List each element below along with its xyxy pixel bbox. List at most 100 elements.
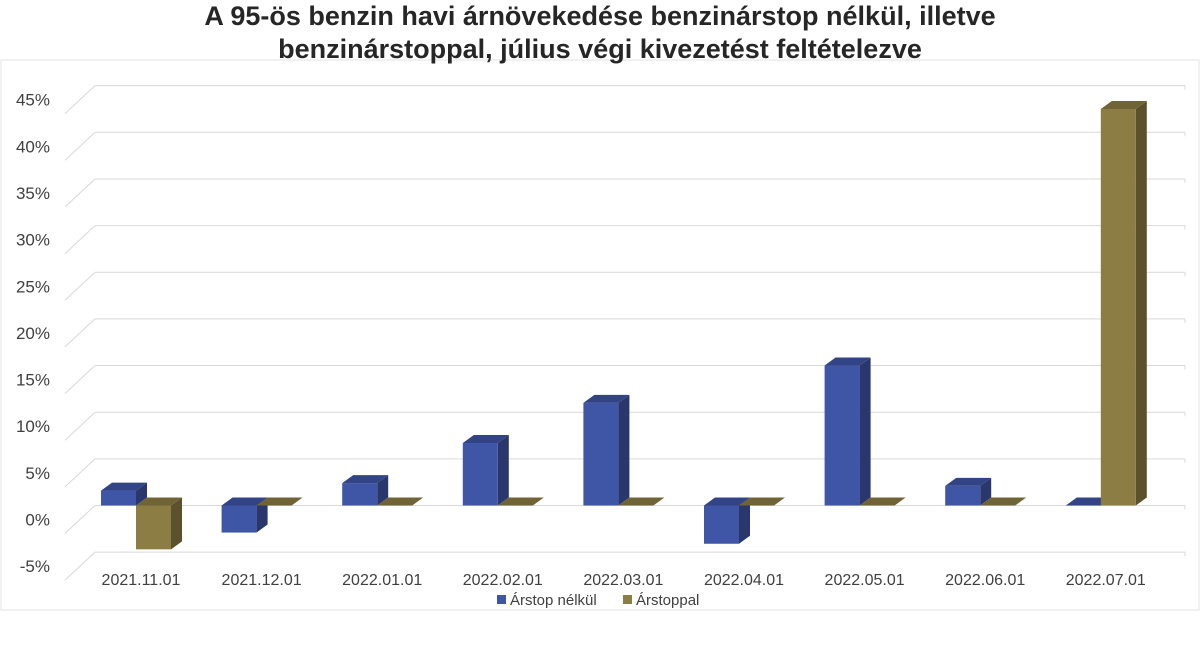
bar	[618, 497, 665, 506]
y-tick-label: -5%	[20, 557, 50, 576]
x-category-label: 2022.06.01	[945, 572, 1025, 589]
y-tick-label: 45%	[16, 91, 50, 110]
bar-front	[1100, 108, 1136, 506]
bar-top	[583, 394, 630, 403]
bar-side	[136, 482, 147, 506]
bar-top	[980, 497, 1027, 506]
gridline-diagonal	[64, 551, 96, 581]
bar	[221, 497, 268, 533]
y-tick-label: 30%	[16, 231, 50, 250]
y-tick-label: 10%	[16, 417, 50, 436]
x-category-label: 2022.03.01	[583, 572, 663, 589]
bar-top	[101, 482, 147, 491]
y-tick-label: 25%	[16, 277, 50, 296]
gridline-diagonal	[64, 85, 96, 115]
x-category-label: 2022.04.01	[704, 572, 784, 589]
bar	[462, 434, 509, 506]
bar-front	[704, 505, 739, 544]
gridline-diagonal	[64, 505, 96, 534]
bar-top	[342, 475, 389, 484]
legend-swatch	[497, 595, 506, 604]
bar-side	[980, 477, 992, 506]
bar-top	[256, 497, 303, 506]
y-tick-label: 5%	[25, 464, 50, 483]
bar	[1100, 100, 1147, 506]
bar-front	[462, 442, 498, 506]
bar-top	[824, 357, 871, 366]
bar	[859, 497, 906, 506]
bar-top	[945, 477, 992, 486]
gridline-diagonal	[64, 318, 96, 348]
bar-side	[497, 434, 509, 506]
bar-side	[377, 475, 389, 506]
x-axis-categories: 2021.11.01 2021.12.01 2022.01.01 2022.02.01…	[102, 572, 1146, 589]
bars	[101, 100, 1147, 550]
y-tick-label: 15%	[16, 371, 50, 390]
bar	[980, 497, 1027, 506]
gridline-diagonal	[64, 271, 96, 301]
y-tick-label: 40%	[16, 137, 50, 156]
y-tick-label: 35%	[16, 184, 50, 203]
bar-front	[945, 485, 981, 506]
bar-front	[824, 365, 860, 506]
bar-top	[1065, 497, 1112, 506]
legend-label: Árstoppal	[636, 592, 699, 609]
bar	[1065, 497, 1112, 506]
gridline-diagonal	[64, 365, 96, 394]
bar	[497, 497, 544, 506]
legend: Árstop nélkül Árstoppal	[497, 592, 699, 609]
bar-front	[136, 505, 171, 550]
bar-top	[377, 497, 424, 506]
y-tick-label: 0%	[25, 511, 50, 530]
bar-top	[462, 434, 509, 443]
bar-side	[1135, 100, 1147, 506]
bar-top	[136, 497, 182, 506]
x-category-label: 2022.02.01	[463, 572, 543, 589]
bar-top	[497, 497, 544, 506]
y-tick-label: 20%	[16, 324, 50, 343]
bar	[377, 497, 424, 506]
gridline-diagonal	[64, 131, 96, 161]
legend-swatch	[623, 595, 632, 604]
bar	[824, 357, 871, 506]
plot-frame	[0, 59, 1200, 611]
bar	[739, 497, 785, 506]
gridline-diagonal	[64, 458, 96, 488]
bar-side	[859, 357, 871, 506]
x-category-label: 2022.07.01	[1066, 572, 1146, 589]
bar-top	[618, 497, 665, 506]
bar	[342, 475, 389, 506]
bar-front	[101, 490, 136, 506]
x-category-label: 2022.01.01	[342, 572, 422, 589]
bar-front	[342, 483, 378, 506]
bar-side	[739, 497, 750, 544]
bar	[136, 497, 182, 550]
x-category-label: 2021.11.01	[102, 572, 181, 589]
bar	[583, 394, 630, 506]
bar-side	[171, 497, 182, 550]
bar-top	[739, 497, 785, 506]
gridline-diagonal	[64, 178, 96, 208]
gridline-diagonal	[64, 225, 96, 254]
bar-side	[618, 394, 630, 506]
bar-front	[583, 402, 619, 506]
legend-label: Árstop nélkül	[510, 592, 597, 609]
chart-title-line-2: benzinárstoppal, július végi kivezetést …	[278, 34, 922, 64]
bar-side	[256, 497, 268, 533]
gridline-diagonal	[64, 411, 96, 441]
y-axis-ticks: -5% 0% 5% 10% 15% 20% 25% 30% 35% 40% 45%	[16, 91, 50, 577]
bar-top	[1100, 100, 1147, 109]
bar	[256, 497, 303, 506]
bar	[945, 477, 992, 506]
bar	[101, 482, 147, 506]
bar	[704, 497, 750, 544]
x-category-label: 2022.05.01	[825, 572, 905, 589]
bar-top	[859, 497, 906, 506]
x-category-label: 2021.12.01	[222, 572, 302, 589]
bar-top	[704, 497, 750, 506]
chart-title-line-1: A 95-ös benzin havi árnövekedése benziná…	[204, 1, 995, 31]
bar-front	[221, 505, 257, 533]
